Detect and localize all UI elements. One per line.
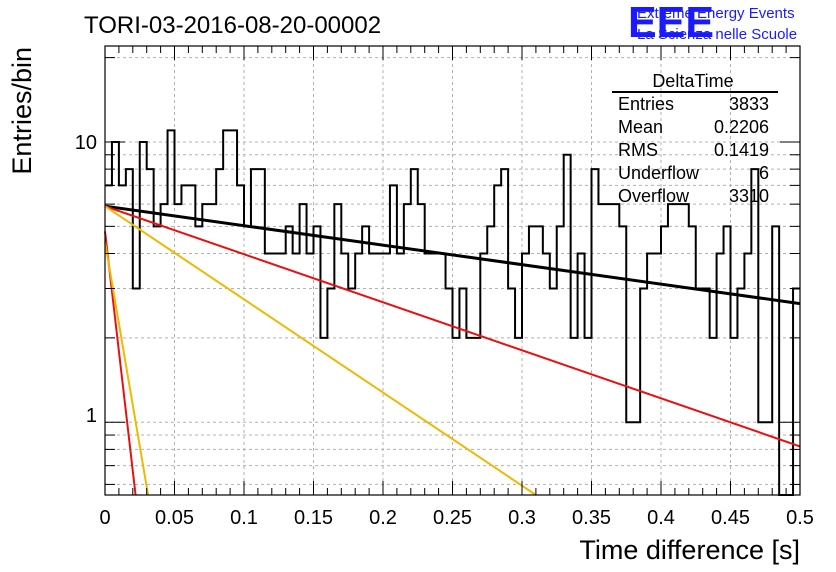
stats-value: 0.1419 [714, 140, 769, 160]
y-tick-label: 1 [86, 405, 97, 427]
eee-logo: EEE [628, 0, 714, 47]
x-tick-labels: 0 0.05 0.1 0.15 0.2 0.25 0.3 0.35 0.4 0.… [99, 507, 813, 529]
x-tick-label: 0.3 [508, 507, 536, 529]
stats-row-overflow: Overflow 3310 [618, 186, 769, 206]
x-tick-label: 0.25 [433, 507, 472, 529]
stats-value: 0.2206 [714, 117, 769, 137]
stats-value: 3310 [729, 186, 769, 206]
chart-title: TORI-03-2016-08-20-00002 [84, 12, 381, 39]
y-tick-label: 10 [75, 132, 97, 154]
logo-line-1: Extreme Energy Events [637, 5, 795, 22]
x-tick-label: 0.2 [369, 507, 397, 529]
stats-box: DeltaTime Entries 3833 Mean 0.2206 RMS 0… [612, 71, 778, 206]
stats-value: 6 [759, 163, 769, 183]
stats-label: Mean [618, 117, 663, 137]
stats-value: 3833 [729, 94, 769, 114]
stats-row-mean: Mean 0.2206 [618, 117, 769, 137]
fit-line [104, 205, 537, 496]
stats-label: Entries [618, 94, 674, 114]
fit-line [104, 204, 801, 306]
x-tick-label: 0.1 [230, 507, 258, 529]
y-tick-labels: 1 10 [75, 132, 97, 427]
stats-row-entries: Entries 3833 [618, 94, 769, 114]
fit-curves [104, 204, 801, 496]
stats-label: RMS [618, 140, 658, 160]
histogram-bars [105, 129, 800, 496]
fit-line [104, 205, 801, 448]
stats-title: DeltaTime [652, 71, 733, 91]
stats-row-underflow: Underflow 6 [618, 163, 769, 183]
y-axis-label: Entries/bin [7, 47, 37, 175]
x-axis-label: Time difference [s] [579, 535, 800, 565]
histogram [105, 129, 800, 496]
logo-line-2: La Scienza nelle Scuole [637, 26, 797, 43]
stats-label: Underflow [618, 163, 700, 183]
fit-line [104, 241, 150, 496]
axis-ticks [104, 46, 801, 495]
x-tick-label: 0.05 [155, 507, 194, 529]
x-tick-label: 0.15 [294, 507, 333, 529]
stats-label: Overflow [618, 186, 690, 206]
x-tick-label: 0.45 [711, 507, 750, 529]
x-tick-label: 0.5 [786, 507, 814, 529]
x-tick-label: 0.4 [647, 507, 675, 529]
grid [105, 46, 800, 495]
stats-row-rms: RMS 0.1419 [618, 140, 769, 160]
x-tick-label: 0 [99, 507, 110, 529]
x-tick-label: 0.35 [572, 507, 611, 529]
